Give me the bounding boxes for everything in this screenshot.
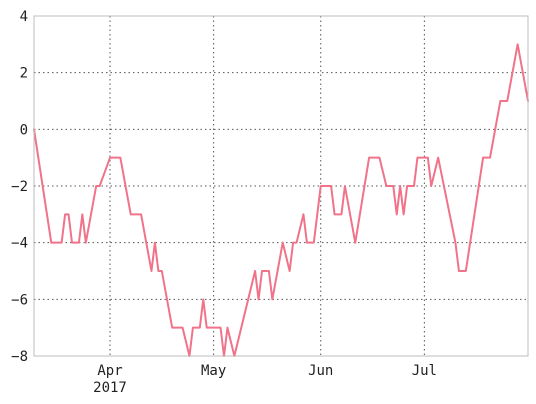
series-group <box>33 43 529 357</box>
x-tick-label: May <box>201 363 226 379</box>
y-tick-label: −8 <box>11 349 28 365</box>
y-tick-label: −4 <box>11 236 28 252</box>
y-tick-label: 2 <box>20 66 28 82</box>
grid-lines <box>34 16 528 356</box>
x-tick-label: Apr <box>97 363 122 379</box>
x-tick-sublabel-year: 2017 <box>93 380 127 396</box>
y-axis-tick-labels: −8 −6 −4 −2 0 2 4 <box>11 9 28 365</box>
y-tick-label: −2 <box>11 179 28 195</box>
y-tick-label: 0 <box>20 122 28 138</box>
y-tick-label: −6 <box>11 292 28 308</box>
series-line <box>33 43 529 357</box>
x-tick-label: Jun <box>308 363 333 379</box>
x-tick-label: Jul <box>412 363 437 379</box>
y-tick-label: 4 <box>20 9 28 25</box>
plot-frame <box>33 15 529 357</box>
